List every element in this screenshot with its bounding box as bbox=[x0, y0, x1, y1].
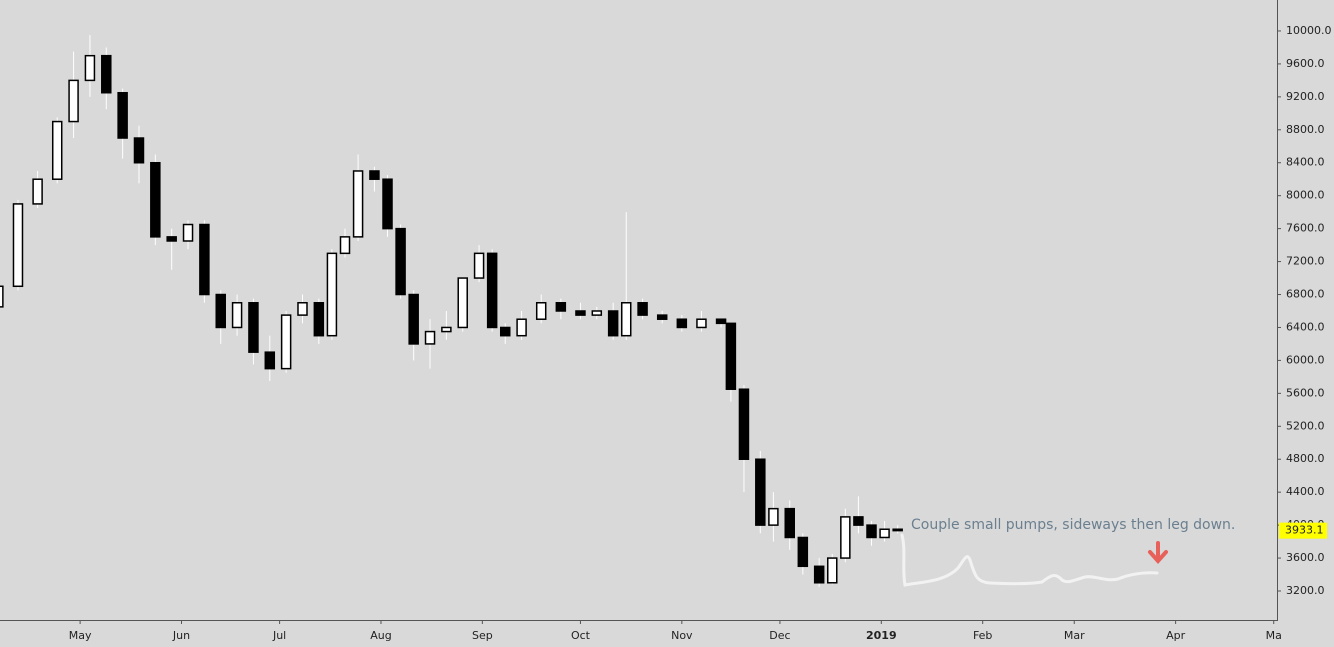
y-tick-label: 6000.0 bbox=[1286, 353, 1325, 366]
candle-body bbox=[768, 507, 779, 526]
candle-body bbox=[892, 528, 903, 532]
y-tick-label: 6400.0 bbox=[1286, 320, 1325, 333]
candle-body bbox=[486, 252, 498, 329]
candle-body bbox=[696, 318, 707, 329]
candle-body bbox=[215, 293, 226, 329]
x-tick-label: Ma bbox=[1266, 629, 1282, 642]
candle-body bbox=[535, 302, 547, 320]
candle-body bbox=[516, 318, 527, 337]
x-tick-label: May bbox=[69, 629, 92, 642]
x-tick-label: Feb bbox=[973, 629, 992, 642]
candle-body bbox=[101, 54, 112, 94]
y-tick-label: 9600.0 bbox=[1286, 57, 1325, 70]
candle-body bbox=[607, 310, 619, 337]
candle-body bbox=[784, 507, 795, 539]
candle-body bbox=[656, 314, 668, 320]
candle-body bbox=[182, 223, 194, 242]
y-tick-label: 9200.0 bbox=[1286, 90, 1325, 103]
down-arrow bbox=[1148, 541, 1168, 565]
candle-body bbox=[555, 302, 567, 312]
annotation: Couple small pumps, sideways then leg do… bbox=[911, 517, 1235, 533]
candle-body bbox=[32, 178, 43, 205]
candle-body bbox=[199, 223, 210, 296]
candles bbox=[0, 35, 903, 587]
y-tick-label: 8400.0 bbox=[1286, 156, 1325, 169]
candle-body bbox=[264, 351, 276, 370]
candle-body bbox=[637, 302, 648, 316]
candle-body bbox=[725, 322, 737, 390]
candle-body bbox=[339, 236, 351, 255]
y-tick-label: 5200.0 bbox=[1286, 419, 1325, 432]
x-tick-label: 2019 bbox=[866, 629, 897, 642]
y-tick-label: 7600.0 bbox=[1286, 222, 1325, 235]
candle-body bbox=[248, 302, 259, 353]
candle-body bbox=[408, 293, 419, 345]
candle-body bbox=[0, 285, 4, 308]
y-tick-label: 4400.0 bbox=[1286, 485, 1325, 498]
y-tick-label: 3200.0 bbox=[1286, 584, 1325, 597]
last-price-box bbox=[1279, 522, 1327, 539]
x-tick-label: Sep bbox=[472, 629, 493, 642]
candle-body bbox=[166, 236, 177, 242]
candle-body bbox=[575, 310, 586, 316]
candle-body bbox=[280, 314, 292, 370]
candle-body bbox=[473, 252, 485, 279]
x-tick-label: Apr bbox=[1166, 629, 1186, 642]
candle-body bbox=[840, 516, 851, 559]
candle-body bbox=[879, 528, 890, 539]
candle-body bbox=[853, 516, 864, 526]
candle-body bbox=[424, 330, 436, 345]
candle-body bbox=[755, 458, 766, 526]
drawn-projection bbox=[900, 533, 1159, 587]
candle-body bbox=[150, 161, 161, 238]
candle-body bbox=[441, 326, 452, 333]
candle-body bbox=[352, 170, 364, 238]
y-tick-label: 8800.0 bbox=[1286, 123, 1325, 136]
candle-body bbox=[395, 227, 406, 296]
candle-body bbox=[620, 302, 632, 337]
y-tick-label: 4800.0 bbox=[1286, 452, 1325, 465]
candle-body bbox=[369, 170, 380, 180]
candle-body bbox=[326, 252, 338, 337]
candle-body bbox=[231, 302, 243, 329]
y-tick-label: 10000.0 bbox=[1286, 24, 1332, 37]
candle-body bbox=[68, 79, 79, 123]
candle-body bbox=[797, 536, 809, 568]
last-price-label: 3933.1 bbox=[1285, 524, 1324, 537]
x-tick-label: Nov bbox=[671, 629, 693, 642]
candle-body bbox=[313, 302, 325, 337]
x-tick-label: Mar bbox=[1064, 629, 1085, 642]
x-tick-label: Jun bbox=[172, 629, 190, 642]
candle-body bbox=[457, 277, 468, 329]
candle-body bbox=[133, 137, 145, 164]
y-tick-label: 3600.0 bbox=[1286, 551, 1325, 564]
candle-body bbox=[715, 318, 727, 325]
y-tick-label: 5600.0 bbox=[1286, 386, 1325, 399]
candle-body bbox=[499, 326, 511, 337]
x-tick-label: Oct bbox=[571, 629, 591, 642]
x-tick-label: Aug bbox=[370, 629, 391, 642]
candle-body bbox=[12, 203, 24, 288]
candle-body bbox=[827, 557, 838, 584]
candle-body bbox=[866, 524, 877, 539]
candle-body bbox=[117, 91, 128, 139]
candle-body bbox=[382, 178, 393, 230]
candle-body bbox=[738, 388, 750, 460]
candle-body bbox=[813, 565, 825, 584]
y-tick-label: 7200.0 bbox=[1286, 255, 1325, 268]
candle-body bbox=[51, 120, 63, 180]
y-tick-label: 6800.0 bbox=[1286, 288, 1325, 301]
candle-body bbox=[676, 318, 688, 329]
candle-body bbox=[84, 54, 96, 82]
x-tick-label: Dec bbox=[769, 629, 790, 642]
y-tick-label: 8000.0 bbox=[1286, 189, 1325, 202]
candle-body bbox=[591, 310, 603, 316]
candle-body bbox=[297, 302, 308, 316]
x-tick-label: Jul bbox=[272, 629, 286, 642]
